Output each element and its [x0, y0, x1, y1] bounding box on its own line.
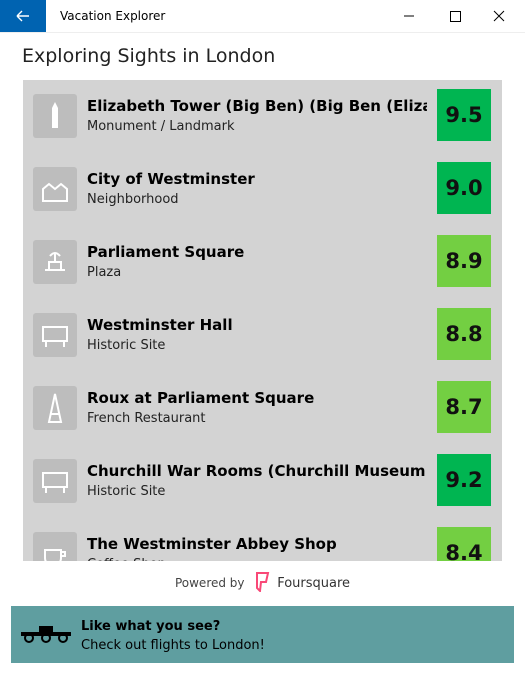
venue-glyph	[42, 182, 68, 202]
venue-icon	[33, 532, 77, 561]
venue-icon	[33, 167, 77, 211]
venue-name: Parliament Square	[87, 243, 245, 261]
venue-glyph	[45, 252, 65, 271]
venue-category: Coffee Shop	[87, 557, 166, 561]
venue-rating: 8.7	[437, 381, 491, 433]
title-bar: Vacation Explorer	[0, 0, 525, 33]
venue-glyph	[47, 393, 63, 423]
venue-rating: 8.4	[437, 527, 491, 561]
venue-name: City of Westminster	[87, 170, 255, 188]
flights-banner[interactable]: Like what you see? Check out flights to …	[11, 606, 514, 663]
powered-by: Powered by	[174, 576, 245, 590]
banner-title: Like what you see?	[81, 619, 221, 634]
venue-icon	[33, 240, 77, 284]
venue-icon	[33, 459, 77, 503]
venue-item[interactable]: Westminster Hall Historic Site 8.8	[23, 299, 502, 372]
venue-glyph	[42, 326, 68, 347]
back-arrow	[16, 10, 29, 22]
venue-name: Westminster Hall	[87, 316, 233, 334]
venue-item[interactable]: The Westminster Abbey Shop Coffee Shop 8.4	[23, 518, 502, 561]
window-title: Vacation Explorer	[60, 9, 166, 23]
attribution: Powered by Foursquare	[0, 572, 525, 594]
venue-name: Elizabeth Tower (Big Ben) (Big Ben (Eliz…	[87, 97, 427, 115]
venue-item[interactable]: Roux at Parliament Square French Restaura…	[23, 372, 502, 445]
venue-rating: 9.5	[437, 89, 491, 141]
window-controls[interactable]	[390, 0, 525, 32]
venue-category: Neighborhood	[87, 192, 179, 207]
page-heading: Exploring Sights in London	[22, 45, 276, 67]
venue-rating: 8.9	[437, 235, 491, 287]
venue-rating: 8.8	[437, 308, 491, 360]
brand-logo	[256, 572, 270, 594]
banner-subtitle: Check out flights to London!	[81, 638, 265, 653]
venue-name: The Westminster Abbey Shop	[87, 535, 337, 553]
venue-item[interactable]: Parliament Square Plaza 8.9	[23, 226, 502, 299]
venue-category: French Restaurant	[87, 411, 206, 426]
venue-category: Plaza	[87, 265, 122, 280]
venue-name: Roux at Parliament Square	[87, 389, 315, 407]
venue-rating: 9.0	[437, 162, 491, 214]
venue-glyph	[52, 102, 58, 128]
brand-name: Foursquare	[277, 576, 351, 591]
venue-rating: 9.2	[437, 454, 491, 506]
venue-category: Historic Site	[87, 484, 166, 499]
venue-category: Monument / Landmark	[87, 119, 235, 134]
venue-name: Churchill War Rooms (Churchill Museum &…	[87, 462, 427, 480]
plane-icon	[21, 626, 71, 643]
venue-list[interactable]: Elizabeth Tower (Big Ben) (Big Ben (Eliz…	[23, 80, 502, 561]
venue-glyph	[42, 472, 68, 493]
venue-icon	[33, 313, 77, 357]
back-button[interactable]	[0, 0, 46, 32]
venue-icon	[33, 94, 77, 138]
venue-category: Historic Site	[87, 338, 166, 353]
venue-item[interactable]: Elizabeth Tower (Big Ben) (Big Ben (Eliz…	[23, 80, 502, 153]
venue-glyph	[44, 549, 66, 561]
venue-item[interactable]: City of Westminster Neighborhood 9.0	[23, 153, 502, 226]
venue-item[interactable]: Churchill War Rooms (Churchill Museum &……	[23, 445, 502, 518]
venue-icon	[33, 386, 77, 430]
